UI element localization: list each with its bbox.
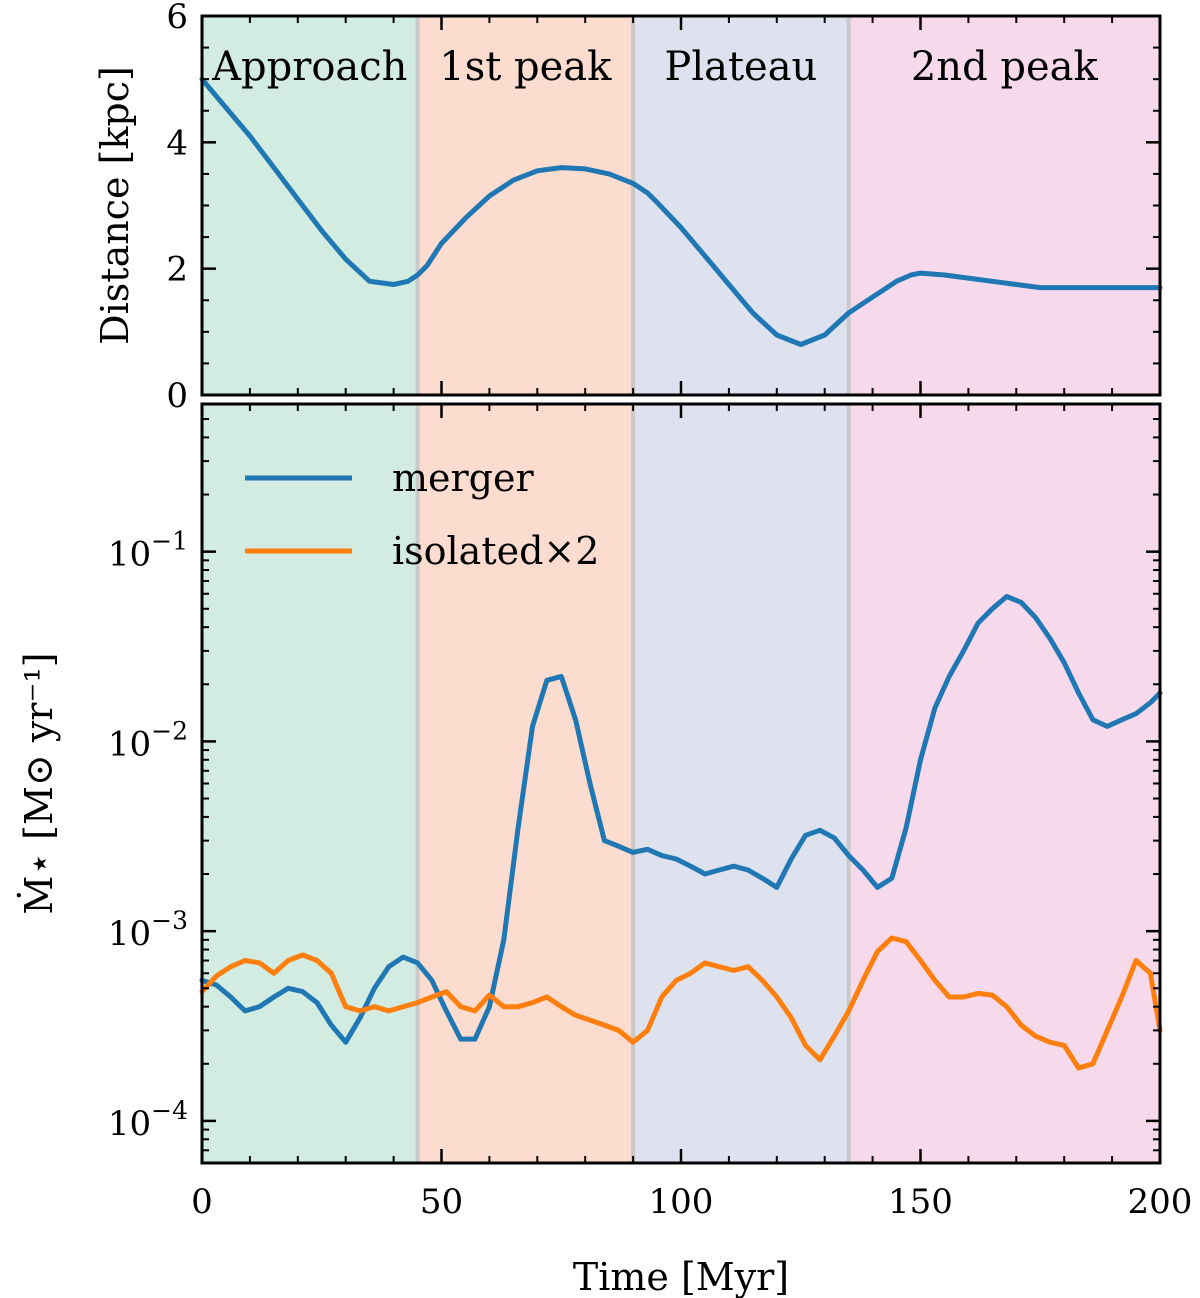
y-tick-label: 6 xyxy=(166,0,188,37)
phase-band xyxy=(417,16,634,395)
bottom-panel-frame xyxy=(200,402,1162,1165)
y-tick-exponent: −1 xyxy=(151,527,188,556)
phase-band xyxy=(633,16,849,395)
legend-label-merger: merger xyxy=(392,456,535,500)
bottom-y-axis-label: Ṁ⋆ [M⊙ yr⁻¹] xyxy=(17,652,61,914)
x-tick-label: 200 xyxy=(1128,1182,1193,1222)
top-phase-bands xyxy=(202,16,1160,395)
phase-label: 1st peak xyxy=(439,44,612,90)
x-tick-label: 150 xyxy=(888,1182,953,1222)
phase-label: Approach xyxy=(211,44,407,90)
y-tick-label: 0 xyxy=(166,376,188,416)
x-tick-label: 100 xyxy=(649,1182,714,1222)
top-phase-dividers xyxy=(415,16,851,395)
distance-panel: Approach 1st peak Plateau 2nd peak 0 2 4 6 Dis… xyxy=(93,0,1163,416)
y-tick-label: 10−4 xyxy=(108,1096,188,1144)
legend-label-isolated: isolated×2 xyxy=(392,529,599,573)
isolated-line xyxy=(199,935,1163,1071)
bottom-x-ticks: 0 50 100 150 200 xyxy=(191,404,1192,1222)
phase-band xyxy=(633,404,849,1163)
y-tick-label: 4 xyxy=(166,123,188,163)
top-y-axis-label: Distance [kpc] xyxy=(93,66,137,345)
phase-label: 2nd peak xyxy=(911,44,1099,90)
distance-series xyxy=(199,76,1163,347)
phase-label: Plateau xyxy=(664,44,817,90)
x-tick-label: 0 xyxy=(191,1182,213,1222)
y-tick-label: 10−1 xyxy=(108,527,188,575)
y-tick-label: 10−2 xyxy=(108,716,188,764)
phase-band xyxy=(848,16,1160,395)
x-tick-label: 50 xyxy=(420,1182,463,1222)
bottom-phase-dividers xyxy=(415,404,851,1163)
distance-line xyxy=(199,76,1163,347)
y-tick-label: 2 xyxy=(166,250,188,290)
top-y-ticks: 0 2 4 6 xyxy=(166,0,1160,416)
phase-band xyxy=(202,16,418,395)
bottom-phase-bands xyxy=(202,404,1160,1163)
top-panel-frame xyxy=(200,14,1162,397)
y-tick-exponent: −2 xyxy=(151,716,188,745)
y-tick-exponent: −3 xyxy=(151,906,188,935)
legend: merger isolated×2 xyxy=(245,456,599,573)
y-tick-label: 10−3 xyxy=(108,906,188,954)
phase-labels: Approach 1st peak Plateau 2nd peak xyxy=(211,44,1098,90)
x-axis-label: Time [Myr] xyxy=(573,1255,789,1298)
phase-band xyxy=(848,404,1160,1163)
sfr-series xyxy=(199,594,1163,1071)
sfr-panel: 10−4 10−3 10−2 10−1 0 50 100 150 200 Ṁ⋆ [M⊙ yr⁻… xyxy=(17,402,1192,1298)
phase-band xyxy=(202,404,418,1163)
y-tick-exponent: −4 xyxy=(151,1096,188,1125)
